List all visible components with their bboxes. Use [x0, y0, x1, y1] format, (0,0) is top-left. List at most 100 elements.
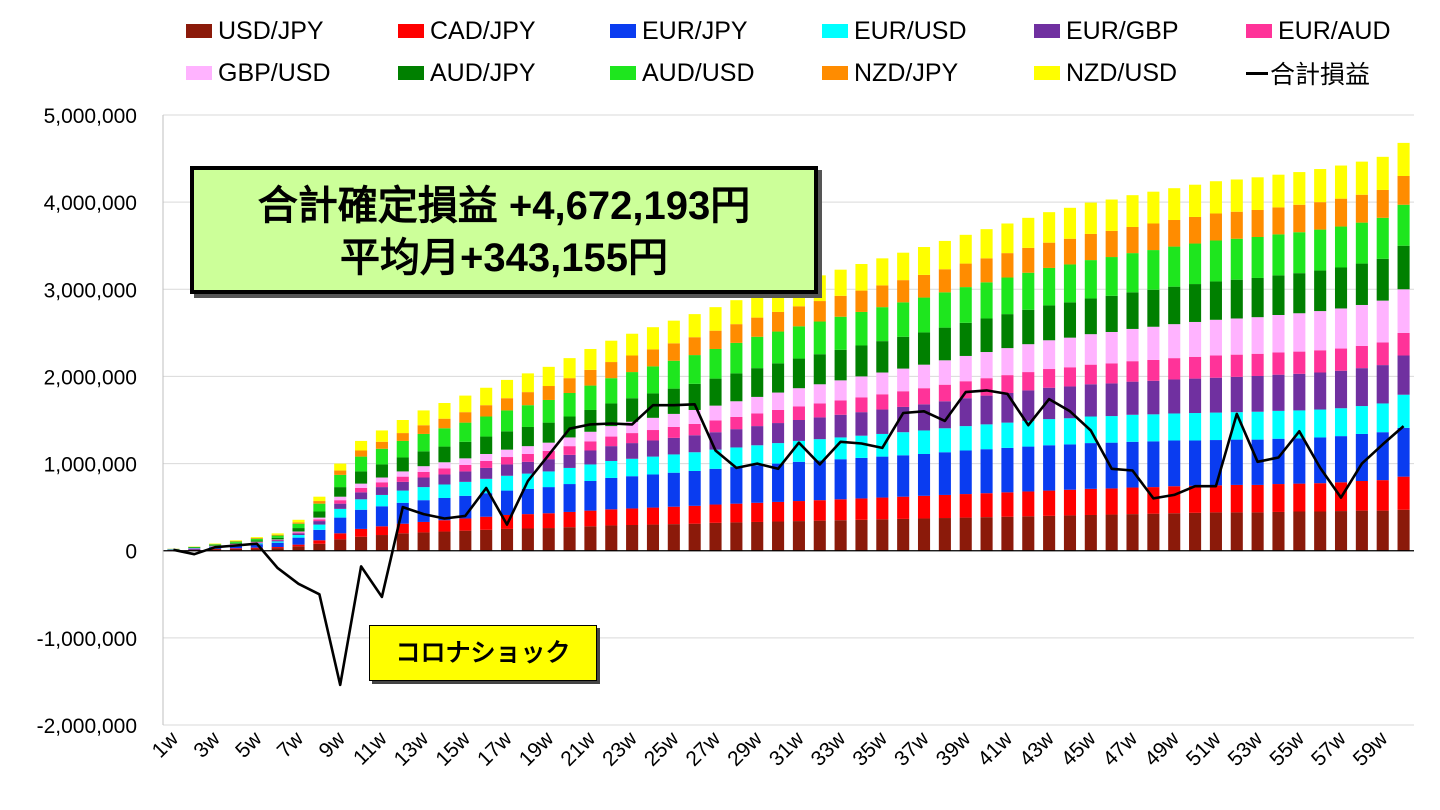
bar-segment-nzd-jpy	[1334, 198, 1348, 227]
bar-segment-eur-gbp	[1230, 376, 1243, 413]
x-tick-label: 41w	[973, 727, 1017, 771]
bar-segment-aud-jpy	[626, 398, 639, 422]
x-tick-label: 35w	[848, 727, 892, 771]
bar-segment-nzd-usd	[938, 240, 951, 270]
legend-label: 合計損益	[1270, 61, 1371, 89]
bar-segment-eur-jpy	[1022, 446, 1035, 492]
bar-segment-nzd-usd	[959, 234, 972, 264]
bar-segment-nzd-usd	[709, 307, 722, 331]
bar-segment-usd-jpy	[584, 526, 597, 551]
y-tick-label: -2,000,000	[37, 715, 137, 738]
bar-segment-gbp-usd	[792, 388, 805, 407]
x-tick-label: 25w	[640, 727, 684, 771]
bar-segment-gbp-usd	[459, 458, 472, 465]
bar-segment-aud-usd	[480, 416, 493, 437]
bar-segment-aud-usd	[1209, 240, 1222, 282]
bar-segment-usd-jpy	[334, 539, 347, 551]
bar-segment-cad-jpy	[605, 509, 618, 526]
bar-segment-usd-jpy	[667, 524, 680, 551]
bar-segment-eur-aud	[855, 397, 868, 413]
bar-segment-gbp-usd	[396, 471, 409, 477]
bar-segment-eur-usd	[1293, 410, 1306, 439]
bar-segment-usd-jpy	[792, 521, 805, 551]
bar-segment-eur-gbp	[1314, 372, 1327, 410]
bar-segment-eur-aud	[459, 464, 472, 472]
bar-segment-nzd-jpy	[709, 330, 722, 349]
bar-segment-usd-jpy	[688, 523, 701, 551]
bar-segment-gbp-usd	[938, 360, 951, 385]
bar-segment-cad-jpy	[1397, 476, 1410, 510]
bar-stacks	[167, 142, 1410, 551]
bar-segment-aud-usd	[584, 385, 597, 410]
bar-segment-eur-gbp	[417, 477, 430, 488]
bar-segment-nzd-jpy	[1189, 216, 1202, 244]
bar-segment-eur-gbp	[813, 417, 826, 440]
bar-segment-eur-usd	[396, 490, 409, 503]
bar-segment-usd-jpy	[1043, 515, 1056, 551]
legend-swatch	[398, 24, 424, 38]
bar-segment-aud-jpy	[1397, 245, 1410, 290]
bar-segment-aud-usd	[1376, 217, 1389, 259]
bar-segment-nzd-usd	[563, 358, 576, 379]
bar-segment-eur-gbp	[1376, 365, 1389, 404]
bar-segment-eur-usd	[667, 454, 680, 473]
bar-segment-nzd-usd	[355, 440, 368, 451]
bar-segment-cad-jpy	[938, 494, 951, 519]
bar-segment-cad-jpy	[917, 495, 931, 519]
bar-segment-eur-aud	[1147, 359, 1160, 381]
bar-segment-usd-jpy	[626, 525, 639, 551]
bar-segment-eur-jpy	[917, 453, 931, 496]
bar-segment-nzd-jpy	[500, 398, 514, 411]
bar-segment-eur-jpy	[1272, 438, 1285, 485]
corona-shock-annotation: コロナショック	[369, 625, 597, 681]
bar-segment-aud-jpy	[229, 542, 243, 544]
bar-segment-nzd-usd	[459, 395, 472, 413]
bar-segment-cad-jpy	[396, 523, 409, 534]
bar-segment-eur-jpy	[1168, 440, 1181, 487]
bar-segment-aud-usd	[1084, 260, 1097, 299]
bar-segment-eur-jpy	[271, 542, 284, 548]
bar-segment-aud-usd	[876, 307, 889, 342]
bar-segment-eur-gbp	[855, 412, 868, 436]
legend-label: EUR/GBP	[1066, 16, 1179, 45]
legend-swatch	[1034, 24, 1060, 38]
bar-segment-cad-jpy	[792, 501, 805, 522]
bar-segment-eur-jpy	[605, 477, 618, 510]
legend-item: USD/JPY	[186, 14, 324, 48]
legend-label: GBP/USD	[218, 58, 331, 87]
x-tick-label: 59w	[1349, 727, 1393, 771]
bar-segment-nzd-usd	[1251, 177, 1264, 210]
bar-segment-eur-usd	[313, 524, 326, 530]
bar-segment-eur-jpy	[438, 497, 451, 521]
bar-segment-gbp-usd	[667, 413, 680, 427]
bar-segment-eur-aud	[480, 460, 493, 468]
bar-segment-nzd-jpy	[396, 433, 409, 441]
x-tick-label: 17w	[473, 727, 517, 771]
bar-segment-usd-jpy	[751, 521, 764, 551]
bar-segment-eur-gbp	[396, 481, 409, 491]
bar-segment-aud-usd	[417, 433, 430, 452]
bar-segment-nzd-jpy	[1105, 230, 1118, 258]
legend-label: AUD/JPY	[430, 58, 536, 87]
bar-segment-eur-usd	[980, 424, 993, 450]
bar-segment-eur-gbp	[542, 459, 555, 472]
legend-item: CAD/JPY	[398, 14, 536, 48]
bar-segment-nzd-jpy	[938, 269, 951, 293]
bar-segment-eur-usd	[542, 471, 555, 488]
bar-segment-cad-jpy	[1314, 483, 1327, 512]
bar-segment-eur-gbp	[292, 533, 305, 536]
bar-segment-eur-usd	[563, 467, 576, 485]
bar-segment-eur-jpy	[751, 465, 764, 503]
legend-label: EUR/AUD	[1278, 16, 1391, 45]
bar-segment-aud-jpy	[813, 354, 826, 385]
bar-segment-eur-jpy	[1209, 440, 1222, 486]
bar-segment-nzd-jpy	[584, 369, 597, 386]
bar-segment-aud-usd	[938, 292, 951, 328]
bar-segment-nzd-usd	[626, 333, 639, 356]
bar-segment-aud-usd	[1126, 253, 1139, 293]
bar-segment-nzd-usd	[375, 430, 388, 442]
bar-segment-usd-jpy	[646, 524, 660, 551]
bar-segment-eur-aud	[1043, 369, 1056, 388]
bar-segment-cad-jpy	[1043, 490, 1056, 516]
bar-segment-gbp-usd	[917, 364, 931, 389]
